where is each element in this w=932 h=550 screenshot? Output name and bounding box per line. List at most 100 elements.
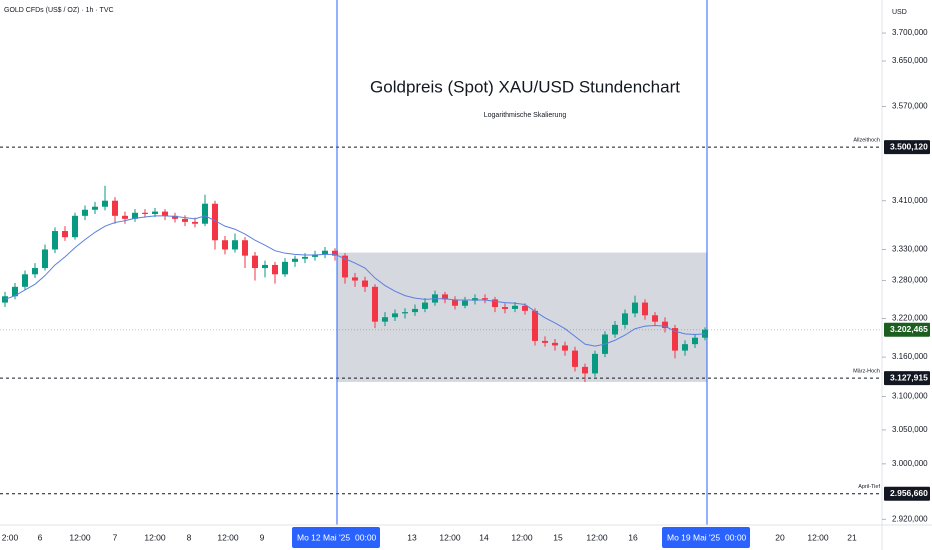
y-tick-label: 3.650,000 xyxy=(892,56,928,65)
candle-body xyxy=(52,231,58,250)
y-tick-label: 3.160,000 xyxy=(892,352,928,361)
candle-body xyxy=(182,218,188,222)
x-tick-label: 14 xyxy=(479,532,489,542)
level-price-box xyxy=(884,371,930,386)
y-tick-label: 3.700,000 xyxy=(892,28,928,37)
candle-body xyxy=(442,294,448,300)
candle-body xyxy=(522,305,528,311)
date-marker-date: Mo 19 Mai '25 xyxy=(667,532,720,542)
candle-body xyxy=(192,221,198,224)
last-price-label: 3.202,465 xyxy=(890,324,928,334)
x-tick-label: 12:00 xyxy=(511,532,533,542)
candle-body xyxy=(222,240,228,250)
y-tick-label: 3.050,000 xyxy=(892,425,928,434)
candle-body xyxy=(592,353,598,374)
y-tick-label: 3.280,000 xyxy=(892,276,928,285)
candle-body xyxy=(702,329,708,338)
candle-body xyxy=(492,299,498,308)
candle-body xyxy=(132,212,138,219)
x-tick-label: 16 xyxy=(628,532,638,542)
candle-body xyxy=(372,286,378,322)
candle-body xyxy=(202,203,208,224)
candle-body xyxy=(382,317,388,322)
candle-body xyxy=(352,277,358,281)
candle-body xyxy=(322,250,328,255)
candle-body xyxy=(532,310,538,341)
x-tick-label: 15 xyxy=(553,532,563,542)
moving-average xyxy=(4,215,706,347)
candle-body xyxy=(2,296,8,303)
x-tick-label: 21 xyxy=(847,532,857,542)
candle-body xyxy=(562,345,568,351)
y-tick-label: 3.220,000 xyxy=(892,314,928,323)
candle-body xyxy=(292,258,298,262)
candle-body xyxy=(162,211,168,216)
x-tick-label: 12:00 xyxy=(69,532,91,542)
candle-body xyxy=(32,268,38,275)
candle-body xyxy=(152,211,158,215)
x-tick-label: 8 xyxy=(187,532,192,542)
last-price-box xyxy=(884,322,930,337)
candle-body xyxy=(252,255,258,269)
level-text: März-Hoch xyxy=(853,369,880,375)
x-tick-label: 12:00 xyxy=(439,532,461,542)
x-tick-label: 7 xyxy=(113,532,118,542)
level-price-box xyxy=(884,486,930,501)
chart-title: Goldpreis (Spot) XAU/USD Stundenchart xyxy=(370,77,680,96)
candle-body xyxy=(692,337,698,345)
candle-body xyxy=(662,321,668,329)
x-tick-label: 12:00 xyxy=(586,532,608,542)
candle-body xyxy=(22,274,28,287)
candle-body xyxy=(502,307,508,309)
candle-body xyxy=(642,302,648,316)
date-marker-time: 00:00 xyxy=(355,532,377,542)
x-tick-label: 12:00 xyxy=(807,532,829,542)
date-marker-time: 00:00 xyxy=(725,532,747,542)
candle-body xyxy=(282,261,288,275)
x-tick-label: 12:00 xyxy=(217,532,239,542)
candle-body xyxy=(612,324,618,335)
candle-body xyxy=(232,240,238,250)
y-tick-label: 3.330,000 xyxy=(892,245,928,254)
candle-body xyxy=(402,312,408,314)
candle-body xyxy=(272,264,278,275)
y-tick-label: 3.570,000 xyxy=(892,102,928,111)
candle-body xyxy=(112,200,118,216)
x-tick-label: 13 xyxy=(407,532,417,542)
candle-body xyxy=(82,209,88,216)
date-marker-box xyxy=(292,527,380,548)
x-tick-label: 9 xyxy=(260,532,265,542)
y-tick-label: 3.000,000 xyxy=(892,459,928,468)
x-tick-label: 6 xyxy=(38,532,43,542)
x-tick-label: 12:00 xyxy=(144,532,166,542)
chart-subtitle: Logarithmische Skalierung xyxy=(484,112,567,119)
candle-body xyxy=(312,254,318,257)
candle-body xyxy=(482,298,488,300)
symbol-info: GOLD CFDs (US$ / OZ) · 1h · TVC xyxy=(4,7,114,14)
candle-body xyxy=(102,200,108,207)
y-tick-label: 3.410,000 xyxy=(892,196,928,205)
range-box xyxy=(337,252,707,382)
candle-body xyxy=(332,250,338,256)
date-marker-box xyxy=(662,527,750,548)
candle-body xyxy=(142,212,148,215)
candle-body xyxy=(422,302,428,309)
y-tick-label: 3.100,000 xyxy=(892,392,928,401)
plot-area xyxy=(0,0,882,525)
candle-body xyxy=(42,249,48,269)
candle-body xyxy=(242,240,248,256)
level-price-box xyxy=(884,140,930,155)
candle-body xyxy=(342,255,348,278)
date-marker-date: Mo 12 Mai '25 xyxy=(297,532,350,542)
y-tick-label: 2.920,000 xyxy=(892,514,928,523)
candle-body xyxy=(452,299,458,306)
candle-body xyxy=(652,315,658,322)
currency: USD xyxy=(892,9,907,16)
candle-body xyxy=(262,264,268,269)
candle-body xyxy=(92,206,98,210)
candle-body xyxy=(512,305,518,309)
candle-body xyxy=(122,215,128,219)
candle-body xyxy=(172,215,178,219)
candle-body xyxy=(302,256,308,259)
level-text: April-Tief xyxy=(858,484,880,490)
